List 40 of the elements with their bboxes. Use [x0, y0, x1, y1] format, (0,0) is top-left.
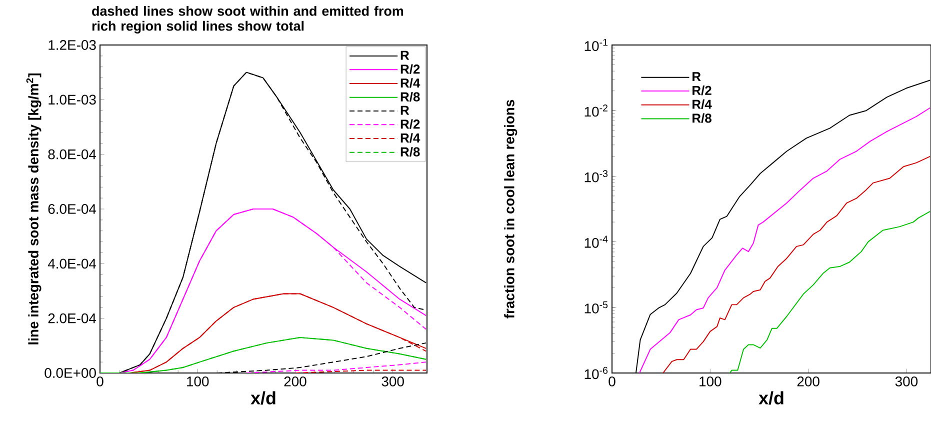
- y-tick-label: 1.2E-03: [48, 40, 96, 50]
- x-tick-label: 100: [187, 376, 209, 386]
- legend-label: R/2: [400, 119, 420, 129]
- chart-title: dashed lines show soot within and emitted from rich region solid lines show total: [92, 6, 404, 34]
- x-tick-label: 300: [382, 376, 404, 386]
- y-tick-label: 0.0E+00: [44, 368, 96, 378]
- y-tick-label: 4.0E-04: [48, 258, 96, 269]
- y-tick-label: 10$^{-4}$: [584, 236, 608, 248]
- legend-label: R/4: [400, 133, 420, 143]
- x-tick-label: 200: [284, 376, 306, 386]
- legend-label: R/8: [400, 146, 420, 157]
- y-axis-title: line integrated soot mass density [kg/m$^{2}$]: [26, 74, 42, 344]
- legend-label: R: [692, 72, 701, 82]
- y-tick-label: 8.0E-04: [48, 149, 96, 160]
- legend-label: R/2: [400, 64, 420, 74]
- legend-label: R/4: [400, 78, 420, 88]
- legend-label: R: [400, 50, 410, 60]
- x-axis-title: x/d: [758, 391, 784, 405]
- legend-label: R: [400, 106, 410, 115]
- y-tick-label: 1.0E-03: [48, 94, 96, 105]
- x-tick-label: 200: [797, 376, 820, 386]
- legend-label: R/8: [692, 113, 712, 123]
- legend-label: R/4: [692, 99, 712, 110]
- y-axis-title: fraction soot in cool lean regions: [504, 100, 518, 318]
- y-tick-label: 10$^{-1}$: [584, 38, 608, 52]
- y-tick-label: 10$^{-5}$: [584, 301, 608, 314]
- line-series: [662, 156, 931, 374]
- x-tick-label: 300: [895, 376, 918, 386]
- x-tick-label: 0: [96, 376, 104, 386]
- line-series: [246, 362, 427, 373]
- legend-label: R/8: [400, 92, 420, 102]
- y-tick-label: 6.0E-04: [48, 204, 96, 214]
- y-tick-label: 10$^{-3}$: [584, 170, 608, 182]
- x-tick-label: 100: [700, 376, 722, 386]
- legend-label: R/2: [692, 86, 712, 96]
- y-tick-label: 10$^{-2}$: [584, 104, 608, 117]
- x-axis-title: x/d: [250, 391, 276, 405]
- x-tick-label: 0: [608, 376, 616, 386]
- y-tick-label: 2.0E-04: [48, 313, 96, 324]
- y-tick-label: 10$^{-6}$: [584, 366, 608, 380]
